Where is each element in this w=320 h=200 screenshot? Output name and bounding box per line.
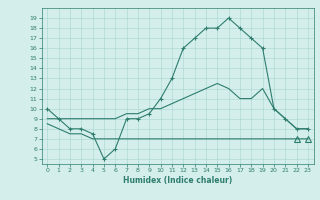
X-axis label: Humidex (Indice chaleur): Humidex (Indice chaleur)	[123, 176, 232, 185]
